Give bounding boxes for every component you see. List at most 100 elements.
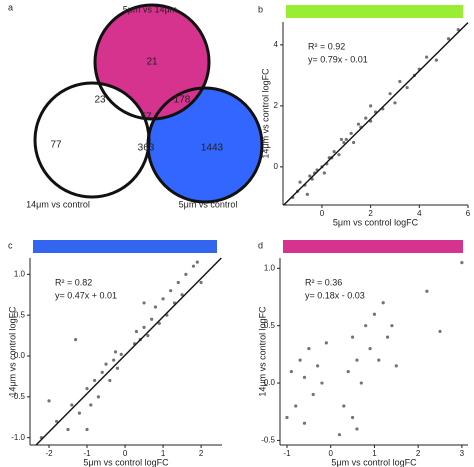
x-tick-label: 0: [320, 209, 325, 218]
point: [96, 395, 101, 399]
point: [191, 264, 196, 268]
x-tick-label: 3: [460, 449, 465, 458]
point: [142, 301, 146, 305]
point: [294, 404, 298, 408]
point: [350, 415, 355, 420]
point: [425, 289, 429, 293]
point: [337, 153, 341, 157]
point: [195, 260, 199, 264]
point: [157, 321, 161, 325]
y-tick-label: 1.0: [14, 269, 26, 278]
x-tick-label: 2: [416, 449, 421, 458]
point: [112, 358, 116, 362]
y-tick-label: 0.0: [14, 351, 26, 360]
panel-letter: a: [8, 2, 13, 12]
point: [398, 79, 402, 84]
region-count: 77: [50, 140, 62, 151]
point: [134, 329, 139, 334]
fit-line: [35, 257, 222, 446]
point: [180, 293, 184, 297]
x-tick-label: 1: [161, 449, 166, 458]
y-tick-label: 1.0: [264, 263, 276, 272]
point: [305, 192, 309, 196]
point: [93, 378, 97, 383]
point: [119, 352, 123, 356]
point: [377, 358, 381, 362]
point: [438, 329, 442, 334]
point: [425, 55, 429, 59]
point: [394, 364, 398, 368]
region-count: 178: [174, 95, 191, 106]
point: [346, 369, 350, 374]
x-tick-label: 2: [199, 449, 204, 458]
x-tick-label: -1: [283, 449, 291, 458]
point: [285, 415, 289, 420]
y-tick-label: 0.5: [14, 310, 26, 319]
annotation: R² = 0.82: [55, 277, 92, 287]
set-outline: [146, 86, 264, 204]
point: [351, 140, 356, 145]
x-tick-label: -1: [83, 449, 91, 458]
set-outline: [93, 3, 211, 121]
set-circle: [35, 83, 149, 197]
y-tick-label: 0: [274, 162, 279, 171]
point: [161, 297, 165, 301]
point: [356, 122, 361, 126]
x-axis-label: 5μm vs control logFC: [331, 457, 417, 467]
point: [66, 427, 70, 432]
point: [364, 324, 368, 328]
x-tick-label: 6: [466, 209, 471, 218]
point: [364, 116, 368, 120]
point: [385, 335, 390, 339]
point: [359, 381, 363, 385]
point: [355, 358, 359, 362]
y-axis-label: 14μm vs control logFC: [7, 306, 17, 397]
point: [47, 399, 51, 403]
point: [113, 350, 118, 354]
x-tick-label: 4: [417, 209, 422, 218]
set-label: 14μm vs control: [26, 199, 90, 209]
point: [369, 104, 373, 108]
point: [324, 341, 328, 345]
point: [104, 362, 108, 366]
point: [393, 101, 397, 105]
point: [372, 312, 377, 316]
y-axis-label: 14μm vs control logFC: [257, 306, 267, 397]
point: [308, 174, 312, 178]
y-tick-label: -1.0: [11, 433, 25, 442]
point: [307, 347, 311, 351]
fit-line: [283, 22, 469, 206]
panel-letter: d: [258, 240, 263, 250]
annotation: y= 0.18x - 0.03: [305, 290, 365, 300]
point: [337, 433, 342, 437]
y-tick-label: -0.5: [261, 436, 275, 445]
point: [169, 289, 173, 293]
point: [85, 387, 89, 391]
point: [342, 404, 346, 408]
point: [349, 131, 353, 135]
x-tick-label: 0: [123, 449, 128, 458]
point: [70, 403, 74, 407]
point: [350, 335, 355, 339]
annotation: y= 0.47x + 0.01: [55, 290, 117, 300]
point: [100, 370, 104, 374]
point: [316, 364, 320, 368]
panel-letter: b: [258, 4, 263, 14]
set-label: 5μm vs 14μm: [123, 4, 177, 14]
point: [344, 137, 348, 142]
point: [405, 85, 409, 90]
annotation: y= 0.79x - 0.01: [308, 54, 368, 64]
header-bar: [283, 240, 463, 253]
point: [85, 427, 89, 432]
point: [289, 369, 293, 374]
annotation: R² = 0.36: [305, 277, 342, 287]
set-circle: [148, 88, 262, 202]
y-tick-label: 4: [274, 40, 279, 49]
point: [381, 301, 385, 305]
point: [298, 358, 302, 362]
x-tick-label: 1: [372, 449, 377, 458]
point: [311, 392, 315, 397]
point: [146, 333, 150, 338]
panel-letter: c: [8, 240, 13, 250]
point: [390, 324, 394, 328]
